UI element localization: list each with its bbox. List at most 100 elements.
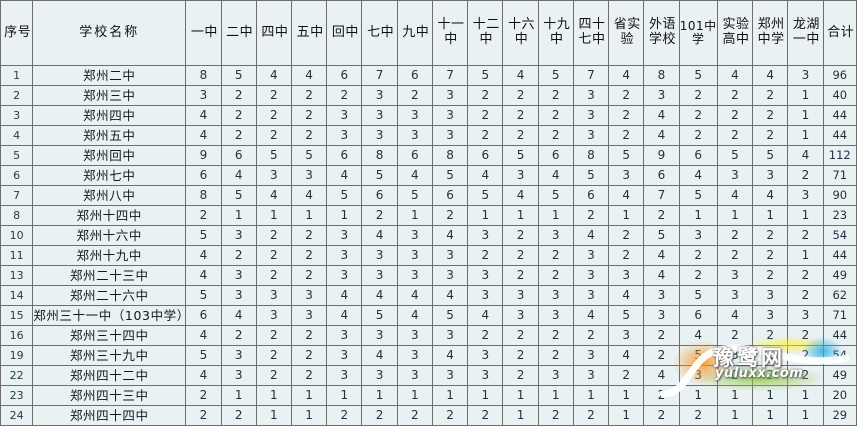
row-value-cell: 1 bbox=[752, 385, 789, 406]
row-value-cell: 3 bbox=[572, 345, 610, 366]
row-value-cell: 5 bbox=[467, 185, 504, 206]
row-value-cell: 6 bbox=[643, 165, 680, 186]
row-value-cell: 2 bbox=[255, 125, 292, 146]
row-total-cell: 49 bbox=[822, 265, 857, 286]
row-value-cell: 4 bbox=[326, 165, 363, 186]
row-total-cell: 44 bbox=[822, 245, 857, 266]
row-value-cell: 2 bbox=[255, 245, 292, 266]
row-value-cell: 3 bbox=[220, 285, 257, 306]
row-value-cell: 3 bbox=[537, 305, 574, 326]
row-school-name: 郑州四十二中 bbox=[32, 365, 187, 386]
row-value-cell: 1 bbox=[787, 85, 824, 106]
column-header-total: 合计 bbox=[822, 0, 857, 66]
row-value-cell: 2 bbox=[290, 345, 328, 366]
row-value-cell: 2 bbox=[787, 225, 824, 246]
row-value-cell: 4 bbox=[185, 245, 222, 266]
row-value-cell: 2 bbox=[787, 325, 824, 346]
row-value-cell: 4 bbox=[467, 305, 504, 326]
row-total-cell: 49 bbox=[822, 365, 857, 386]
row-value-cell: 3 bbox=[467, 225, 504, 246]
row-value-cell: 8 bbox=[643, 65, 680, 86]
row-value-cell: 2 bbox=[752, 105, 789, 126]
row-value-cell: 2 bbox=[185, 205, 222, 226]
column-header-c9: 九中 bbox=[396, 0, 433, 66]
column-header-c19: 十九中 bbox=[537, 0, 574, 66]
row-value-cell: 6 bbox=[185, 165, 222, 186]
row-value-cell: 4 bbox=[572, 225, 610, 246]
row-value-cell: 2 bbox=[290, 365, 328, 386]
row-value-cell: 1 bbox=[752, 405, 789, 426]
row-value-cell: 1 bbox=[752, 205, 789, 226]
row-value-cell: 2 bbox=[255, 265, 292, 286]
row-value-cell: 4 bbox=[185, 365, 222, 386]
row-value-cell: 2 bbox=[716, 105, 754, 126]
row-value-cell: 2 bbox=[643, 345, 680, 366]
row-value-cell: 2 bbox=[431, 405, 469, 426]
row-total-cell: 112 bbox=[822, 145, 857, 166]
table-row: 6 郑州七中 6 4 3 3 4 5 4 5 4 3 4 5 3 6 4 3 3 2 71 bbox=[0, 165, 857, 186]
row-value-cell: 2 bbox=[608, 365, 645, 386]
row-value-cell: 5 bbox=[185, 225, 222, 246]
row-value-cell: 3 bbox=[467, 265, 504, 286]
row-value-cell: 3 bbox=[678, 225, 718, 246]
row-value-cell: 7 bbox=[361, 65, 398, 86]
row-value-cell: 5 bbox=[185, 285, 222, 306]
row-school-name: 郑州三十四中 bbox=[32, 325, 187, 346]
table-row: 24 郑州四十四中 2 2 1 1 2 2 2 2 2 1 2 2 1 2 2 1 1 1 29 bbox=[0, 405, 857, 426]
row-value-cell: 5 bbox=[678, 185, 718, 206]
row-value-cell: 2 bbox=[220, 325, 257, 346]
row-school-name: 郑州四十三中 bbox=[32, 385, 187, 406]
row-sequence-number: 3 bbox=[0, 105, 34, 126]
row-value-cell: 4 bbox=[431, 345, 469, 366]
row-school-name: 郑州十四中 bbox=[32, 205, 187, 226]
row-sequence-number: 7 bbox=[0, 185, 34, 206]
row-value-cell: 2 bbox=[502, 365, 539, 386]
row-value-cell: 2 bbox=[752, 345, 789, 366]
row-value-cell: 2 bbox=[185, 405, 222, 426]
row-value-cell: 1 bbox=[608, 205, 645, 226]
row-value-cell: 2 bbox=[537, 245, 574, 266]
row-value-cell: 4 bbox=[572, 305, 610, 326]
column-header-label: 郑州中学 bbox=[757, 17, 785, 47]
row-value-cell: 2 bbox=[220, 125, 257, 146]
row-value-cell: 2 bbox=[326, 85, 363, 106]
row-value-cell: 4 bbox=[608, 285, 645, 306]
row-value-cell: 3 bbox=[502, 285, 539, 306]
row-value-cell: 2 bbox=[467, 325, 504, 346]
table-row: 13 郑州二十三中 4 3 2 2 3 3 3 3 3 2 2 3 3 4 2 3 2 2 49 bbox=[0, 265, 857, 286]
row-value-cell: 5 bbox=[537, 65, 574, 86]
row-total-cell: 71 bbox=[822, 305, 857, 326]
row-value-cell: 5 bbox=[678, 345, 718, 366]
row-value-cell: 3 bbox=[608, 325, 645, 346]
column-header-label: 合计 bbox=[827, 24, 855, 40]
row-sequence-number: 10 bbox=[0, 225, 34, 246]
row-sequence-number: 2 bbox=[0, 85, 34, 106]
row-value-cell: 2 bbox=[220, 405, 257, 426]
row-value-cell: 2 bbox=[502, 85, 539, 106]
column-header-label: 省实验 bbox=[613, 17, 641, 47]
row-value-cell: 2 bbox=[255, 85, 292, 106]
row-value-cell: 3 bbox=[396, 325, 433, 346]
row-value-cell: 1 bbox=[537, 385, 574, 406]
row-value-cell: 3 bbox=[396, 125, 433, 146]
row-value-cell: 3 bbox=[537, 365, 574, 386]
row-value-cell: 3 bbox=[220, 265, 257, 286]
row-value-cell: 2 bbox=[608, 85, 645, 106]
row-value-cell: 3 bbox=[643, 285, 680, 306]
row-value-cell: 3 bbox=[643, 305, 680, 326]
table-row: 10 郑州十六中 5 3 2 2 3 4 3 4 3 2 3 4 2 5 3 2 2 2 54 bbox=[0, 225, 857, 246]
row-value-cell: 2 bbox=[643, 205, 680, 226]
row-value-cell: 2 bbox=[678, 245, 718, 266]
row-value-cell: 3 bbox=[752, 305, 789, 326]
row-value-cell: 3 bbox=[326, 345, 363, 366]
column-header-c47: 四十七中 bbox=[572, 0, 610, 66]
row-value-cell: 4 bbox=[467, 165, 504, 186]
table-row: 3 郑州四中 4 2 2 2 3 3 3 3 2 2 2 3 2 4 2 2 2 1 44 bbox=[0, 105, 857, 126]
row-value-cell: 2 bbox=[787, 345, 824, 366]
row-value-cell: 2 bbox=[572, 325, 610, 346]
row-value-cell: 4 bbox=[716, 65, 754, 86]
row-value-cell: 3 bbox=[643, 85, 680, 106]
row-value-cell: 3 bbox=[255, 305, 292, 326]
row-value-cell: 7 bbox=[431, 65, 469, 86]
row-value-cell: 3 bbox=[502, 165, 539, 186]
